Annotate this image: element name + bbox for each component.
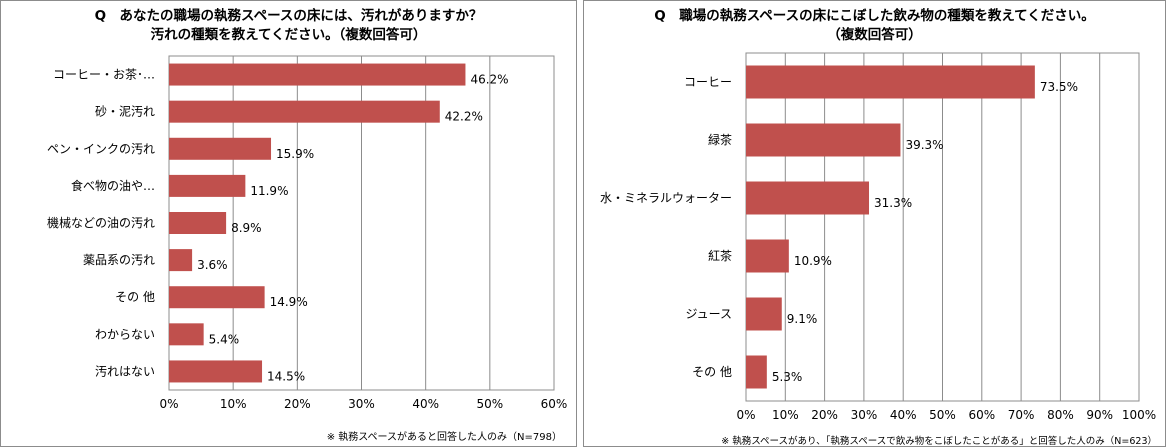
category-label: 水・ミネラルウォーター [600, 191, 732, 205]
x-tick-label: 100% [1122, 408, 1156, 422]
bar-chart-spilled-drinks: 0% 10% 20% 30% 40% 50% 60% 70% 80% 90% 100% コーヒー 73.… [600, 52, 1156, 422]
bar [746, 123, 901, 157]
x-tick-label: 80% [1047, 408, 1074, 422]
data-label: 14.9% [270, 295, 308, 309]
category-label: わからない [95, 327, 155, 341]
bar [746, 181, 870, 215]
x-tick-label: 40% [412, 397, 439, 411]
x-tick-label: 10% [772, 408, 799, 422]
x-tick-label: 0% [736, 408, 755, 422]
bar [169, 137, 272, 160]
data-label: 31.3% [874, 196, 912, 210]
x-tick-label: 20% [811, 408, 838, 422]
category-label: 機械などの油の汚れ [47, 215, 155, 230]
category-label: その 他 [692, 365, 732, 379]
data-label: 46.2% [470, 73, 508, 87]
category-label: コーヒー [684, 75, 732, 89]
x-tick-label: 70% [1008, 408, 1035, 422]
category-label: ジュース [685, 307, 732, 321]
bar [746, 65, 1035, 99]
bar [169, 100, 440, 123]
plot-area-frame [745, 52, 1140, 402]
category-label: コーヒー・お茶･… [53, 67, 155, 82]
bar [169, 63, 466, 86]
bar [746, 239, 789, 273]
data-label: 9.1% [787, 312, 818, 326]
x-tick-label: 40% [890, 408, 917, 422]
x-tick-label: 50% [929, 408, 956, 422]
data-label: 5.4% [209, 332, 240, 346]
x-tick-label: 60% [541, 397, 568, 411]
data-label: 73.5% [1040, 80, 1078, 94]
x-tick-label: 90% [1086, 408, 1113, 422]
x-tick-label: 30% [851, 408, 878, 422]
bar [169, 249, 193, 272]
chart-panel-floor-stains: Q あなたの職場の執務スペースの床には、汚れがありますか？ 汚れの種類を教えてく… [0, 0, 577, 447]
chart-title: Q 職場の執務スペースの床にこぼした飲み物の種類を教えてください。 （複数回答可… [654, 8, 1095, 43]
data-label: 15.9% [276, 147, 314, 161]
category-label: 緑茶 [708, 132, 732, 147]
x-tick-label: 50% [476, 397, 503, 411]
data-label: 5.3% [772, 370, 803, 384]
category-label: 汚れはない [95, 364, 155, 378]
bar [169, 360, 263, 383]
bar [746, 297, 782, 331]
chart-footnote: ※ 執務スペースがあり、「執務スペースで飲み物をこぼしたことがある」と回答した人… [721, 436, 1157, 447]
data-label: 8.9% [231, 221, 262, 235]
x-tick-label: 20% [284, 397, 311, 411]
bar-chart-floor-stains: 0% 10% 20% 30% 40% 50% 60% コーヒー・お茶･… 46.2% 砂・泥汚れ 4… [47, 55, 568, 411]
chart-panel-spilled-drinks: Q 職場の執務スペースの床にこぼした飲み物の種類を教えてください。 （複数回答可… [583, 0, 1166, 447]
x-tick-label: 30% [348, 397, 375, 411]
chart-title: Q あなたの職場の執務スペースの床には、汚れがありますか？ 汚れの種類を教えてく… [94, 8, 483, 43]
data-label: 39.3% [905, 138, 943, 152]
bar [169, 323, 204, 346]
category-label: 食べ物の油や… [71, 178, 155, 193]
category-label: 薬品系の汚れ [83, 253, 155, 267]
category-label: 紅茶 [708, 248, 732, 263]
chart-footnote: ※ 執務スペースがあると回答した人のみ（N=798） [326, 432, 562, 443]
bar [169, 212, 227, 234]
category-label: 砂・泥汚れ [95, 105, 155, 119]
x-tick-label: 60% [968, 408, 995, 422]
data-label: 3.6% [197, 258, 228, 272]
data-label: 10.9% [794, 254, 832, 268]
x-tick-label: 0% [159, 397, 178, 411]
data-label: 14.5% [267, 369, 305, 383]
bar [169, 174, 246, 197]
category-label: ペン・インクの汚れ [47, 142, 155, 156]
x-tick-label: 10% [220, 397, 247, 411]
bar [746, 355, 767, 389]
data-label: 11.9% [250, 184, 288, 198]
bar [169, 286, 265, 309]
category-label: その 他 [115, 290, 155, 304]
data-label: 42.2% [445, 110, 483, 124]
